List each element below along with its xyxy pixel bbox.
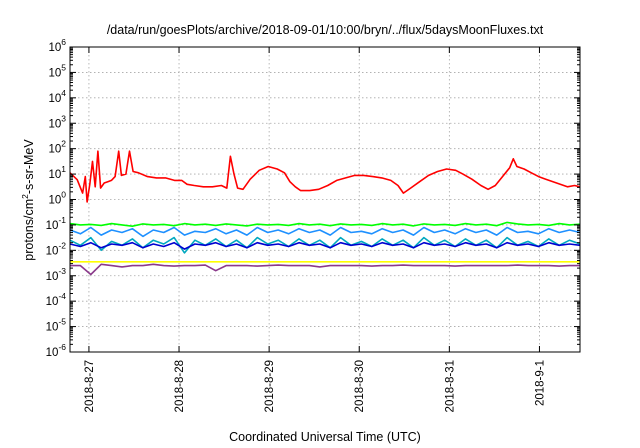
y-tick-label: 104 <box>48 88 66 105</box>
y-axis-label: protons/cm2-s-sr-MeV <box>20 139 36 261</box>
y-tick-base: 10 <box>48 195 61 207</box>
y-tick-exp: -2 <box>58 240 66 250</box>
y-axis-label-post: -s-sr-MeV <box>22 139 36 195</box>
y-tick-base: 10 <box>46 296 59 308</box>
y-tick-base: 10 <box>48 42 61 54</box>
y-tick-exp: 6 <box>61 37 66 47</box>
y-tick-exp: 3 <box>61 113 66 123</box>
y-tick-label: 10-2 <box>46 240 67 257</box>
chart-title: /data/run/goesPlots/archive/2018-09-01/1… <box>107 23 544 37</box>
y-tick-label: 10-6 <box>46 342 67 359</box>
y-tick-base: 10 <box>48 169 61 181</box>
y-tick-base: 10 <box>48 93 61 105</box>
x-tick-label: 2018-8-30 <box>354 360 366 412</box>
y-tick-base: 10 <box>46 245 59 257</box>
y-axis-label-pre: protons/cm <box>22 199 36 261</box>
x-tick-label: 2018-8-31 <box>444 360 456 412</box>
y-tick-exp: 5 <box>61 62 66 72</box>
y-tick-base: 10 <box>48 118 61 130</box>
y-tick-exp: -3 <box>58 266 66 276</box>
y-tick-label: 102 <box>48 139 66 156</box>
series-line-5 <box>70 263 580 276</box>
series-line-0 <box>69 221 581 227</box>
axis-ticks <box>70 46 580 353</box>
series-line-1 <box>69 226 581 238</box>
x-tick-label: 2018-8-28 <box>174 360 186 412</box>
y-tick-exp: -4 <box>58 291 66 301</box>
y-tick-label: 105 <box>48 62 66 79</box>
y-tick-label: 106 <box>48 37 66 54</box>
y-tick-label: 10-4 <box>46 291 67 308</box>
y-tick-label: 10-1 <box>46 215 67 232</box>
y-tick-base: 10 <box>46 347 59 359</box>
y-tick-exp: -6 <box>58 342 66 352</box>
x-tick-label: 2018-8-29 <box>264 360 276 412</box>
y-tick-exp: 1 <box>61 164 66 174</box>
x-tick-label: 2018-9-1 <box>534 360 546 406</box>
y-tick-label: 10-5 <box>46 317 67 334</box>
series-line-6 <box>69 150 581 203</box>
x-tick-labels: 2018-8-27 2018-8-28 2018-8-29 2018-8-30 2018… <box>84 360 547 412</box>
y-tick-label: 10-3 <box>46 266 67 283</box>
y-tick-label: 101 <box>48 164 66 181</box>
y-tick-label: 103 <box>48 113 66 130</box>
y-tick-labels: 10-610-510-410-310-210-11001011021031041… <box>46 37 67 359</box>
series-layer <box>69 150 581 276</box>
y-tick-exp: 4 <box>61 88 66 98</box>
y-tick-base: 10 <box>46 271 59 283</box>
y-axis-label-sup: 2 <box>20 194 30 199</box>
y-tick-base: 10 <box>46 322 59 334</box>
y-tick-base: 10 <box>46 220 59 232</box>
x-tick-label: 2018-8-27 <box>84 360 96 412</box>
y-tick-exp: 2 <box>61 139 66 149</box>
y-tick-exp: -5 <box>58 317 66 327</box>
y-tick-exp: -1 <box>58 215 66 225</box>
y-tick-base: 10 <box>48 67 61 79</box>
y-tick-label: 100 <box>48 190 66 207</box>
x-axis-label: Coordinated Universal Time (UTC) <box>229 430 421 444</box>
y-tick-exp: 0 <box>61 190 66 200</box>
y-tick-base: 10 <box>48 144 61 156</box>
series-line-3 <box>69 241 581 250</box>
grid <box>70 47 580 352</box>
